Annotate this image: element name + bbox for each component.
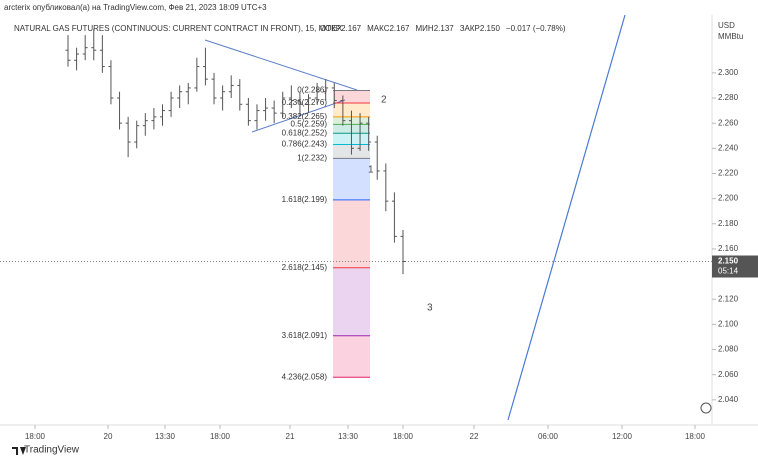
- fib-label: 4.236(2.058): [282, 372, 328, 381]
- ohlc-stat: ОТКР2.167: [320, 24, 362, 33]
- fib-band: [333, 158, 370, 200]
- fib-label: 0.5(2.259): [291, 120, 328, 129]
- y-tick-label: 2.160: [718, 244, 739, 253]
- price-tag-label: 2.150: [718, 257, 739, 266]
- x-tick-label: 22: [470, 432, 479, 441]
- x-tick-label: 21: [286, 432, 295, 441]
- y-tick-label: 2.060: [718, 370, 739, 379]
- currency: USD: [718, 21, 735, 30]
- ohlc-stat: ЗАКР2.150: [460, 24, 501, 33]
- price-tag: [712, 255, 758, 278]
- y-tick-label: 2.200: [718, 194, 739, 203]
- unit: MMBtu: [718, 32, 743, 41]
- logo: [12, 447, 26, 455]
- fib-band: [333, 335, 370, 378]
- fib-label: 0.618(2.252): [282, 128, 328, 137]
- fib-band: [333, 267, 370, 336]
- x-tick-label: 18:00: [210, 432, 231, 441]
- x-tick-label: 06:00: [538, 432, 559, 441]
- x-tick-label: 18:00: [25, 432, 46, 441]
- y-tick-label: 2.220: [718, 169, 739, 178]
- wave-label: 2: [381, 95, 387, 106]
- fib-label: 0.786(2.243): [282, 140, 328, 149]
- settings-icon[interactable]: [700, 402, 712, 414]
- y-tick-label: 2.300: [718, 68, 739, 77]
- trend-line: [204, 39, 358, 91]
- fib-band: [333, 103, 370, 117]
- y-tick-label: 2.040: [718, 395, 739, 404]
- trend-line: [251, 99, 346, 133]
- ohlc-stat: МИН2.137: [416, 24, 455, 33]
- fib-label: 1(2.232): [297, 153, 327, 162]
- fib-band: [333, 199, 370, 268]
- y-tick-label: 2.260: [718, 118, 739, 127]
- y-tick-label: 2.100: [718, 319, 739, 328]
- fib-label: 0(2.286): [297, 86, 327, 95]
- fib-label: 0.236(2.276): [282, 98, 328, 107]
- ohlc-stat: −0.017 (−0.78%): [506, 24, 566, 33]
- fib-label: 3.618(2.091): [282, 331, 328, 340]
- header: arcterix опубликовал(а) на TradingView.c…: [4, 3, 267, 12]
- wave-label: 1: [368, 165, 374, 176]
- x-tick-label: 20: [104, 432, 113, 441]
- footer: TradingView: [24, 445, 80, 456]
- x-tick-label: 13:30: [338, 432, 359, 441]
- fib-band: [333, 90, 370, 104]
- y-tick-label: 2.280: [718, 93, 739, 102]
- y-tick-label: 2.180: [718, 219, 739, 228]
- fib-label: 1.618(2.199): [282, 195, 328, 204]
- price-countdown: 05:14: [718, 267, 739, 276]
- x-tick-label: 18:00: [393, 432, 414, 441]
- fib-label: 2.618(2.145): [282, 263, 328, 272]
- y-tick-label: 2.120: [718, 294, 739, 303]
- symbol-title: NATURAL GAS FUTURES (CONTINUOUS: CURRENT…: [14, 24, 343, 33]
- fib-label: 0.382(2.265): [282, 112, 328, 121]
- trend-line: [507, 14, 626, 421]
- x-tick-label: 13:30: [155, 432, 176, 441]
- x-tick-label: 18:00: [685, 432, 706, 441]
- wave-label: 3: [427, 303, 433, 314]
- ohlc-stat: МАКС2.167: [367, 24, 410, 33]
- y-tick-label: 2.080: [718, 345, 739, 354]
- x-tick-label: 12:00: [612, 432, 633, 441]
- y-tick-label: 2.240: [718, 143, 739, 152]
